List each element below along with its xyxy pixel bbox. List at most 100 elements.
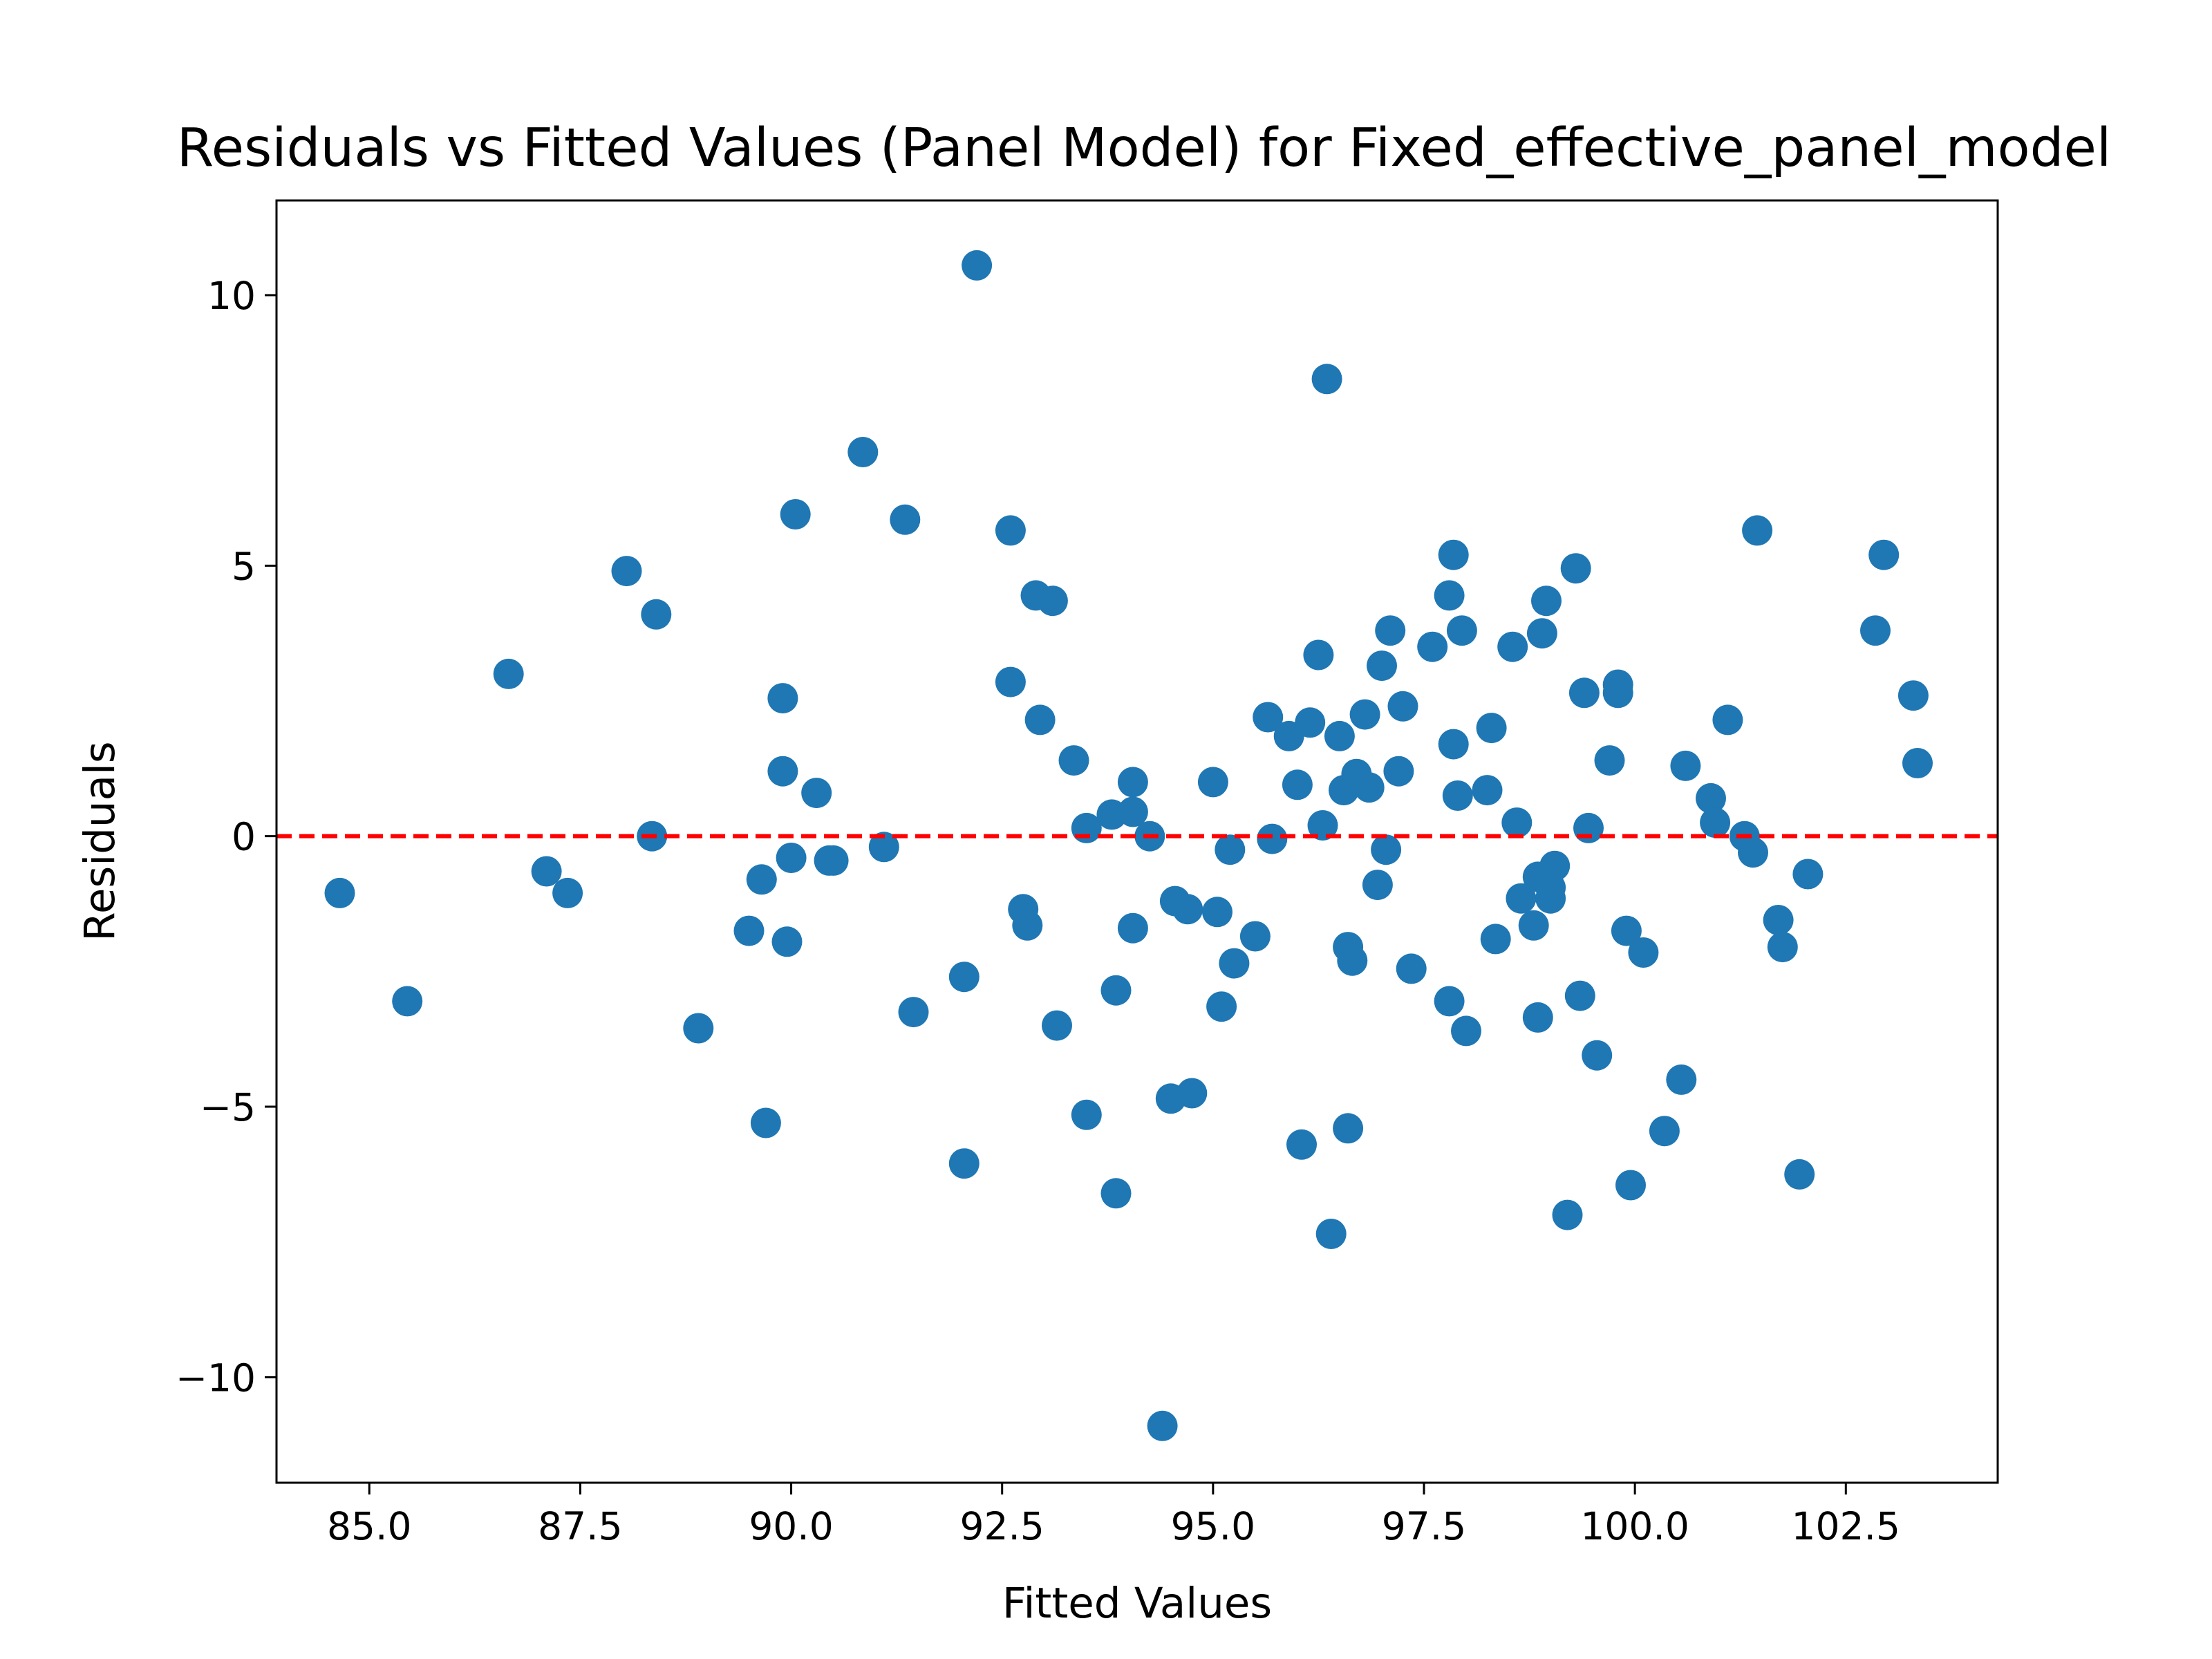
- data-point: [1763, 905, 1794, 935]
- chart-title: Residuals vs Fitted Values (Panel Model)…: [177, 118, 2112, 179]
- data-point: [1117, 767, 1148, 798]
- data-point: [1058, 745, 1089, 776]
- data-point: [1117, 912, 1148, 944]
- data-point: [1602, 677, 1633, 709]
- data-point: [1037, 585, 1068, 617]
- data-point: [1337, 945, 1368, 976]
- data-point: [1442, 780, 1473, 811]
- data-point: [898, 997, 929, 1028]
- data-point: [1012, 910, 1043, 941]
- data-point: [531, 856, 562, 887]
- data-point: [1670, 750, 1701, 781]
- data-point: [1215, 834, 1246, 865]
- data-point: [1594, 745, 1625, 776]
- data-point: [1501, 807, 1533, 838]
- data-point: [1219, 948, 1250, 979]
- data-point: [948, 1148, 980, 1179]
- data-point: [1438, 729, 1469, 760]
- data-point: [1349, 699, 1380, 730]
- data-point: [1696, 782, 1726, 814]
- data-point: [1902, 748, 1933, 778]
- data-point: [611, 556, 642, 587]
- data-point: [1387, 691, 1418, 722]
- plot-area-frame: [275, 199, 1999, 1484]
- x-tick-label: 92.5: [959, 1504, 1044, 1548]
- data-point: [780, 499, 811, 529]
- data-point: [1472, 775, 1503, 806]
- data-point: [1324, 720, 1355, 751]
- data-point: [1434, 986, 1465, 1017]
- data-point: [1568, 677, 1600, 709]
- data-point: [1560, 553, 1591, 584]
- data-point: [552, 877, 583, 908]
- data-point: [1506, 883, 1537, 914]
- data-point: [1539, 850, 1571, 881]
- data-point: [392, 986, 423, 1017]
- data-point: [1628, 937, 1659, 968]
- data-point: [1383, 756, 1414, 787]
- data-point: [962, 250, 993, 281]
- data-point: [1333, 1113, 1364, 1144]
- data-point: [1202, 897, 1232, 928]
- data-point: [1738, 837, 1768, 868]
- data-point: [890, 504, 921, 535]
- data-point: [776, 843, 807, 873]
- data-point: [641, 599, 672, 630]
- data-point: [683, 1013, 714, 1044]
- data-point: [1303, 639, 1334, 671]
- data-point: [1177, 1078, 1208, 1109]
- data-point: [1784, 1159, 1815, 1190]
- data-point: [995, 515, 1026, 546]
- data-point: [1362, 870, 1393, 901]
- data-point: [771, 926, 803, 957]
- data-point: [750, 1107, 781, 1138]
- data-point: [1147, 1410, 1178, 1441]
- data-point: [1522, 1002, 1553, 1033]
- data-point: [1396, 953, 1427, 984]
- data-point: [767, 683, 798, 714]
- y-axis-ticks: −10 −5 0 5 10: [176, 274, 276, 1400]
- y-tick-label: −5: [200, 1085, 256, 1130]
- data-point: [948, 962, 980, 993]
- data-point: [1311, 364, 1342, 395]
- data-point: [1897, 680, 1929, 711]
- data-point: [1371, 834, 1402, 865]
- data-point: [1197, 767, 1228, 798]
- data-point: [1615, 1170, 1646, 1201]
- x-axis-ticks: 85.0 87.5 90.0 92.5 95.0 97.5 100.0 102.5: [327, 1483, 1900, 1548]
- data-point: [1417, 631, 1448, 662]
- y-tick-label: −10: [176, 1356, 256, 1400]
- data-point: [1446, 615, 1477, 646]
- data-point: [1767, 932, 1798, 963]
- data-point: [1611, 915, 1642, 946]
- data-point: [733, 915, 765, 946]
- data-point: [1253, 702, 1284, 733]
- data-point: [1742, 515, 1773, 546]
- data-point: [1518, 910, 1549, 941]
- data-point: [1552, 1199, 1583, 1230]
- data-point: [1286, 1129, 1317, 1160]
- data-point: [1257, 823, 1288, 854]
- data-point: [1315, 1219, 1347, 1249]
- data-point: [995, 666, 1026, 697]
- data-point: [1497, 631, 1528, 662]
- scatter-points: [324, 250, 1933, 1441]
- data-point: [1480, 924, 1511, 955]
- data-point: [1792, 859, 1824, 890]
- data-point: [1042, 1010, 1072, 1041]
- x-tick-label: 85.0: [327, 1504, 411, 1548]
- data-point: [324, 877, 355, 908]
- data-point: [1860, 615, 1891, 646]
- data-point: [1100, 975, 1132, 1006]
- data-point: [1582, 1040, 1613, 1071]
- data-point: [1526, 618, 1557, 649]
- data-point: [1564, 980, 1595, 1011]
- data-point: [868, 832, 899, 863]
- data-point: [847, 437, 879, 467]
- data-point: [1117, 796, 1148, 827]
- x-tick-label: 90.0: [749, 1504, 833, 1548]
- x-tick-label: 102.5: [1792, 1504, 1900, 1548]
- x-tick-label: 87.5: [538, 1504, 622, 1548]
- data-point: [1071, 1099, 1102, 1130]
- data-point: [1649, 1116, 1680, 1147]
